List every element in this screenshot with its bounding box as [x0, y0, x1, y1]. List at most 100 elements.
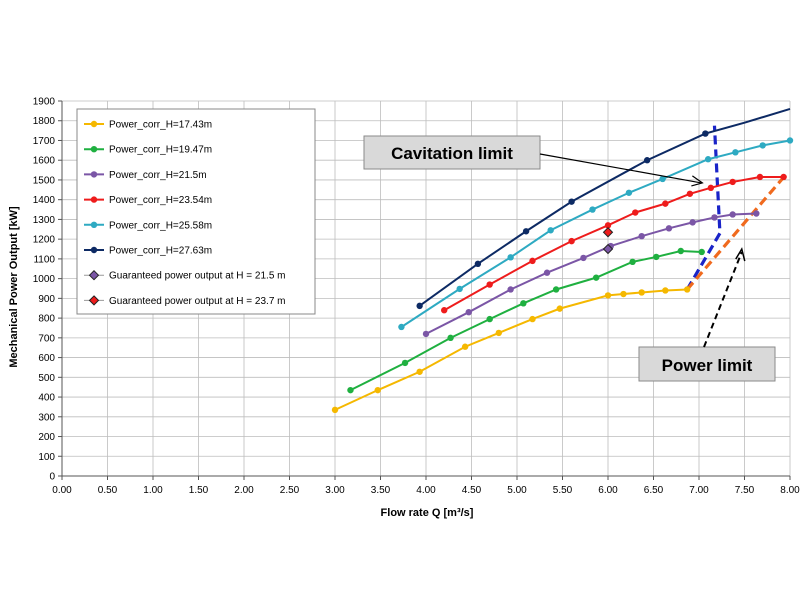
series-lines [331, 107, 794, 414]
data-point [659, 175, 666, 183]
x-tick-label: 4.50 [462, 485, 482, 496]
x-tick-label: 2.00 [234, 485, 254, 496]
y-tick-label: 1600 [33, 156, 56, 167]
legend-swatch-diamond [88, 295, 100, 306]
data-point [543, 269, 551, 276]
data-point [422, 330, 430, 338]
cavitation-arrow-line [539, 153, 702, 184]
legend-label: Power_corr_H=21.5m [109, 170, 207, 181]
data-point [552, 286, 560, 293]
data-point [759, 142, 766, 149]
x-tick-label: 7.50 [735, 485, 755, 496]
guaranteed-point [602, 243, 614, 255]
data-point [495, 329, 502, 337]
series-group [416, 107, 791, 310]
data-point [707, 184, 715, 192]
x-tick-label: 5.00 [507, 485, 527, 496]
data-point [620, 290, 627, 298]
data-point [683, 286, 691, 293]
legend-label: Guaranteed power output at H = 21.5 m [109, 271, 286, 282]
data-point [686, 190, 694, 197]
x-tick-labels: 0.00 0.50 1.00 1.50 2.00 2.50 3.00 3.50 4.00 4.50… [52, 485, 800, 496]
data-point [398, 323, 405, 331]
power-limit-line [685, 171, 789, 291]
data-point [568, 237, 575, 245]
data-point [604, 292, 612, 299]
data-point [629, 258, 636, 266]
data-point [753, 210, 760, 217]
data-point [698, 248, 705, 256]
data-point [756, 173, 764, 181]
data-point [486, 315, 493, 323]
power-callout-label: Power limit [662, 356, 753, 375]
y-tick-labels: 0 100 200 300 400 500 600 700 800 900 1000 1100 1200… [33, 97, 56, 483]
data-point [638, 289, 645, 296]
legend-label: Power_corr_H=17.43m [109, 120, 212, 131]
x-tick-label: 2.50 [280, 485, 300, 496]
data-point [461, 343, 469, 350]
data-point [653, 253, 660, 261]
legend-swatch-marker [90, 171, 98, 178]
y-tick-label: 1000 [33, 274, 56, 285]
data-point [416, 302, 423, 310]
x-tick-label: 1.50 [189, 485, 209, 496]
data-point [638, 232, 645, 240]
y-tick-label: 500 [38, 373, 55, 384]
data-point [662, 200, 669, 207]
data-point [580, 254, 587, 262]
legend-label: Power_corr_H=19.47m [109, 145, 212, 156]
data-point [556, 305, 563, 312]
series-line [443, 175, 784, 312]
data-point [507, 254, 514, 261]
data-point [474, 260, 482, 268]
y-tick-label: 0 [49, 472, 55, 483]
data-point [702, 130, 709, 137]
x-tick-label: 1.00 [143, 485, 163, 496]
x-tick-label: 3.00 [325, 485, 345, 496]
data-point [729, 178, 736, 186]
data-point [704, 156, 712, 163]
data-point [347, 386, 354, 394]
data-point [625, 189, 633, 196]
x-tick-label: 6.50 [644, 485, 664, 496]
legend-box [76, 108, 316, 315]
data-point [374, 386, 381, 394]
cavitation-limit-line [685, 125, 722, 291]
data-point [401, 359, 409, 367]
y-tick-label: 600 [38, 353, 55, 364]
data-point [465, 308, 472, 316]
y-tick-label: 100 [38, 452, 55, 463]
cavitation-callout-box [363, 135, 541, 170]
series-line [419, 107, 791, 307]
x-axis-title: Flow rate Q [m³/s] [381, 507, 474, 519]
x-tick-label: 0.00 [52, 485, 72, 496]
data-point [568, 198, 575, 205]
data-point [592, 274, 600, 281]
legend-label: Power_corr_H=23.54m [109, 195, 212, 206]
x-tick-label: 7.00 [689, 485, 709, 496]
y-tick-label: 400 [38, 393, 55, 404]
y-tick-label: 1300 [33, 215, 56, 226]
data-point [662, 287, 669, 294]
power-arrow-line [703, 251, 743, 348]
legend-swatch-marker [90, 196, 98, 203]
data-point [589, 206, 596, 213]
series-group [422, 210, 760, 338]
data-point [689, 219, 696, 226]
y-tick-label: 1400 [33, 195, 56, 206]
legend-swatch-marker [90, 221, 98, 228]
x-tick-label: 5.50 [553, 485, 573, 496]
data-point [331, 406, 339, 414]
series-line [334, 288, 688, 411]
y-tick-label: 1100 [33, 254, 55, 265]
series-group [347, 247, 705, 394]
data-point [732, 149, 739, 156]
data-point [711, 214, 718, 221]
data-point [729, 211, 736, 218]
power-arrow-head [735, 247, 746, 262]
x-tick-label: 6.00 [598, 485, 618, 496]
guaranteed-point [602, 227, 614, 238]
y-tick-label: 1700 [33, 136, 56, 147]
y-tick-label: 700 [38, 333, 55, 344]
data-point [643, 157, 651, 164]
